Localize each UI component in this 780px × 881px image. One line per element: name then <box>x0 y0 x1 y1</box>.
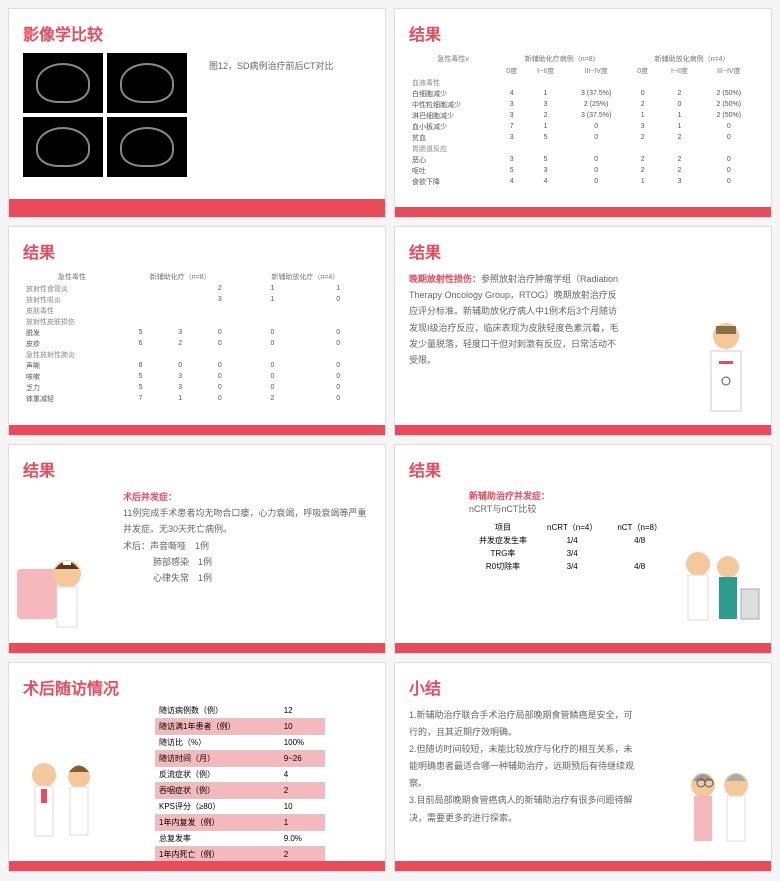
ct-scan-1 <box>23 53 103 113</box>
slide-title: 结果 <box>409 239 757 263</box>
table-row: 随访时间（月）9~26 <box>155 751 325 767</box>
col-label: 急性毒性v <box>409 53 497 65</box>
couple-illustration <box>19 747 109 857</box>
doctor-illustration <box>691 311 761 421</box>
bottom-bar <box>9 643 385 653</box>
group2-header: 新辅助放化病例（n=4） <box>627 53 757 65</box>
table-row: 脱发53000 <box>23 327 371 338</box>
slide-title: 结果 <box>23 239 371 263</box>
slide-summary: 小结 1.新辅助治疗联合手术治疗局部晚期食管鳞癌是安全，可行的，且其近期疗效明确… <box>394 662 772 872</box>
ct-scan-3 <box>23 117 103 177</box>
group1-header: 新辅助化疗病例（n=8） <box>497 53 627 65</box>
slide-followup: 术后随访情况 随访病例数（例）12随访满1年患者（例）10随访比（%）100%随… <box>8 662 386 872</box>
slide-title: 结果 <box>409 457 757 481</box>
slide-results-toxicity-2: 结果 急性毒性 新辅助化疗（n=8） 新辅助放化疗（n=4） 放射性食管炎211… <box>8 226 386 436</box>
section-gi: 胃肠道反应 <box>409 143 757 154</box>
table-row: 反流症状（例）4 <box>155 767 325 783</box>
table-row: 1年内复发（例）1 <box>155 815 325 831</box>
slide-imaging: 影像学比较 图12，SD病例治疗前后CT对比 <box>8 8 386 218</box>
ct-caption: 图12，SD病例治疗前后CT对比 <box>209 59 334 72</box>
slide-title: 影像学比较 <box>23 21 371 45</box>
table-row: 皮疹62000 <box>23 338 371 349</box>
table-row: 随访满1年患者（例）10 <box>155 719 325 735</box>
slide-title: 小结 <box>409 675 757 699</box>
table-row: 中性粒细胞减少332 (25%)202 (50%) <box>409 99 757 110</box>
bottom-bar <box>9 861 385 871</box>
late-injury-text: 晚期放射性损伤：参照放射治疗肿瘤学组（Radiation Therapy Onc… <box>409 271 625 368</box>
table-row: KPS评分（≥80）10 <box>155 799 325 815</box>
table-row: 恶心350220 <box>409 154 757 165</box>
table-row: 白细胞减少413 (37.5%)022 (50%) <box>409 88 757 99</box>
bottom-bar <box>395 207 771 217</box>
staff-illustration <box>673 539 763 639</box>
text-heading: 新辅助治疗并发症： <box>469 489 757 502</box>
table-row: 淋巴细胞减少323 (37.5%)112 (50%) <box>409 110 757 121</box>
table-row: 咳嗽53000 <box>23 371 371 382</box>
subheading: nCRT与nCT比较 <box>469 502 757 515</box>
section-blood: 血液毒性 <box>409 77 757 88</box>
table-row: 乏力53000 <box>23 382 371 393</box>
divider-bar <box>9 199 385 217</box>
summary-list: 1.新辅助治疗联合手术治疗局部晚期食管鳞癌是安全，可行的，且其近期疗效明确。 2… <box>409 707 635 827</box>
bottom-bar <box>395 643 771 653</box>
group2-header: 新辅助放化疗（n=4） <box>240 271 371 283</box>
bottom-bar <box>395 425 771 435</box>
slide-title: 术后随访情况 <box>23 675 371 699</box>
table-row: R0切除率3/44/8 <box>469 560 692 573</box>
table-row: 随访比（%）100% <box>155 735 325 751</box>
table-row: 呕吐530220 <box>409 165 757 176</box>
toxicity-table-2: 急性毒性 新辅助化疗（n=8） 新辅助放化疗（n=4） 放射性食管炎211 放射… <box>23 271 371 404</box>
table-row: 血小板减少710310 <box>409 121 757 132</box>
ct-scan-2 <box>107 53 187 113</box>
bottom-bar <box>395 861 771 871</box>
elderly-illustration <box>681 757 761 857</box>
comparison-table: 项目nCRT（n=4）nCT（n=8） 并发症发生率1/44/8TRG率3/4R… <box>469 521 692 573</box>
table-row: 贫血350220 <box>409 132 757 143</box>
nurse-illustration <box>17 539 97 639</box>
text-heading: 术后并发症： <box>123 489 367 505</box>
table-row: 声嘶80000 <box>23 360 371 371</box>
complications-text: 术后并发症： 11例完成手术患者均无吻合口瘘，心力衰竭，呼吸衰竭等严重并发症。无… <box>123 489 367 586</box>
table-row: 并发症发生率1/44/8 <box>469 534 692 547</box>
slide-results-late-injury: 结果 晚期放射性损伤：参照放射治疗肿瘤学组（Radiation Therapy … <box>394 226 772 436</box>
col-label: 急性毒性 <box>23 271 121 283</box>
bottom-bar <box>9 425 385 435</box>
group1-header: 新辅助化疗（n=8） <box>121 271 240 283</box>
slide-results-comparison: 结果 新辅助治疗并发症： nCRT与nCT比较 项目nCRT（n=4）nCT（n… <box>394 444 772 654</box>
table-row: 体重减轻71020 <box>23 393 371 404</box>
toxicity-table-1: 急性毒性v 新辅助化疗病例（n=8） 新辅助放化病例（n=4） 0度I~II度I… <box>409 53 757 187</box>
table-row: 随访病例数（例）12 <box>155 703 325 719</box>
slide-results-toxicity-1: 结果 急性毒性v 新辅助化疗病例（n=8） 新辅助放化病例（n=4） 0度I~I… <box>394 8 772 218</box>
text-heading: 晚期放射性损伤： <box>409 274 481 284</box>
table-row: TRG率3/4 <box>469 547 692 560</box>
table-row: 总复发率9.0% <box>155 831 325 847</box>
table-row: 食欲下降440130 <box>409 176 757 187</box>
ct-scan-4 <box>107 117 187 177</box>
followup-table: 随访病例数（例）12随访满1年患者（例）10随访比（%）100%随访时间（月）9… <box>155 703 325 872</box>
slide-title: 结果 <box>23 457 371 481</box>
slide-results-complications: 结果 术后并发症： 11例完成手术患者均无吻合口瘘，心力衰竭，呼吸衰竭等严重并发… <box>8 444 386 654</box>
table-row: 吞咽症状（例）2 <box>155 783 325 799</box>
slide-title: 结果 <box>409 21 757 45</box>
